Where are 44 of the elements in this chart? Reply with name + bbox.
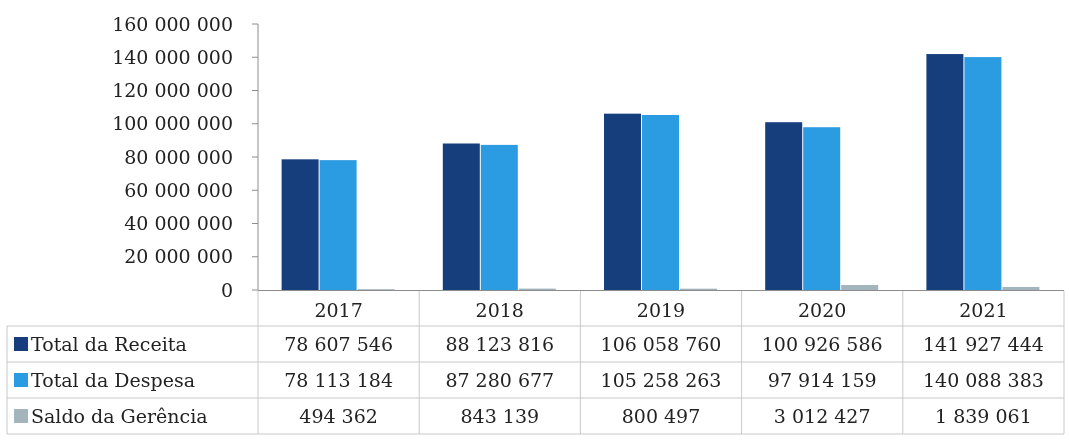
- data-label: 97 914 159: [767, 368, 877, 391]
- x-tick-label: 2020: [798, 298, 847, 321]
- data-label: 100 926 586: [761, 332, 883, 355]
- y-tick-label: 80 000 000: [124, 145, 233, 168]
- data-label: 843 139: [460, 404, 540, 427]
- bar: [604, 113, 641, 290]
- legend-label: Total da Despesa: [31, 368, 195, 391]
- y-tick-label: 20 000 000: [124, 245, 233, 268]
- y-tick-label: 60 000 000: [124, 178, 233, 201]
- y-tick-label: 100 000 000: [112, 112, 233, 135]
- y-tick-label: 40 000 000: [124, 212, 233, 235]
- data-label: 78 607 546: [284, 332, 393, 355]
- bar: [841, 284, 879, 290]
- data-label: 106 058 760: [600, 332, 722, 355]
- bar: [319, 160, 357, 290]
- legend-label: Saldo da Gerência: [31, 404, 208, 427]
- x-tick-label: 2018: [475, 298, 524, 321]
- data-label: 88 123 816: [445, 332, 555, 355]
- bar: [765, 122, 803, 290]
- data-label: 105 258 263: [600, 368, 722, 391]
- x-tick-label: 2019: [636, 298, 686, 321]
- bar: [926, 54, 964, 290]
- bar: [442, 143, 480, 290]
- data-label: 494 362: [299, 404, 378, 427]
- y-tick-label: 160 000 000: [112, 12, 233, 35]
- x-tick-label: 2021: [959, 298, 1008, 321]
- data-label: 141 927 444: [922, 332, 1044, 355]
- y-tick-label: 120 000 000: [112, 79, 233, 102]
- bar: [281, 159, 319, 290]
- bar: [803, 127, 841, 290]
- y-tick-label: 140 000 000: [112, 45, 233, 68]
- data-label: 800 497: [621, 404, 701, 427]
- data-label: 78 113 184: [284, 368, 393, 391]
- bar: [480, 144, 518, 290]
- data-label: 140 088 383: [922, 368, 1044, 391]
- data-label: 87 280 677: [445, 368, 555, 391]
- bar: [642, 115, 679, 290]
- bar: [1002, 286, 1040, 290]
- data-label: 3 012 427: [773, 404, 871, 427]
- x-tick-label: 2017: [314, 298, 363, 321]
- bar: [964, 57, 1002, 290]
- y-tick-label: 0: [220, 278, 233, 301]
- legend-label: Total da Receita: [31, 332, 187, 355]
- data-label: 1 839 061: [935, 404, 1032, 427]
